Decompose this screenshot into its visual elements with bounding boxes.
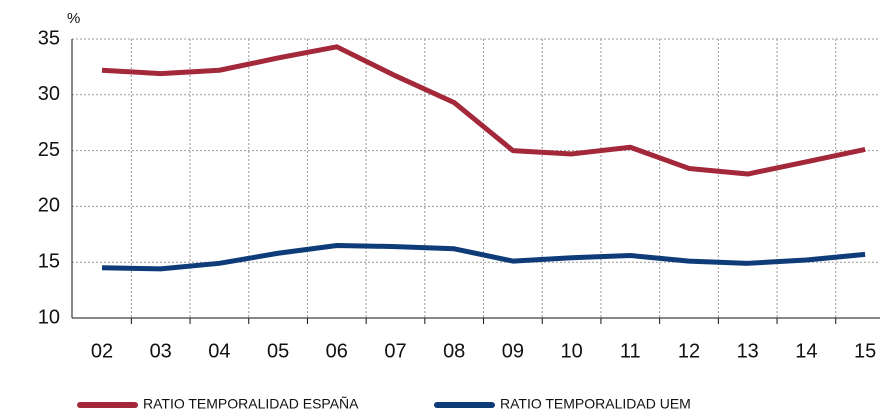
x-tick-label: 14: [795, 340, 817, 362]
y-tick-label: 30: [38, 83, 60, 105]
x-tick-label: 15: [854, 340, 876, 362]
x-tick-label: 13: [737, 340, 759, 362]
x-tick-label: 10: [560, 340, 582, 362]
x-tick-label: 11: [620, 340, 641, 362]
x-tick-label: 04: [208, 340, 230, 362]
legend-label: RATIO TEMPORALIDAD ESPAÑA: [143, 396, 359, 412]
x-tick-label: 02: [91, 340, 113, 362]
x-tick-label: 06: [326, 340, 348, 362]
y-unit: %: [67, 10, 80, 27]
y-tick-label: 25: [38, 139, 60, 161]
y-tick-label: 10: [38, 306, 60, 328]
series-line: [101, 242, 866, 272]
y-tick-label: 15: [38, 250, 60, 272]
y-tick-label: 35: [38, 27, 60, 49]
series-line: [101, 44, 866, 177]
x-tick-label: 12: [678, 340, 700, 362]
x-tick-label: 07: [384, 340, 406, 362]
x-tick-label: 05: [267, 340, 289, 362]
legend-label: RATIO TEMPORALIDAD UEM: [500, 396, 691, 412]
x-tick-label: 03: [150, 340, 172, 362]
x-tick-label: 08: [443, 340, 465, 362]
y-tick-label: 20: [38, 195, 60, 217]
x-tick-label: 09: [502, 340, 524, 362]
